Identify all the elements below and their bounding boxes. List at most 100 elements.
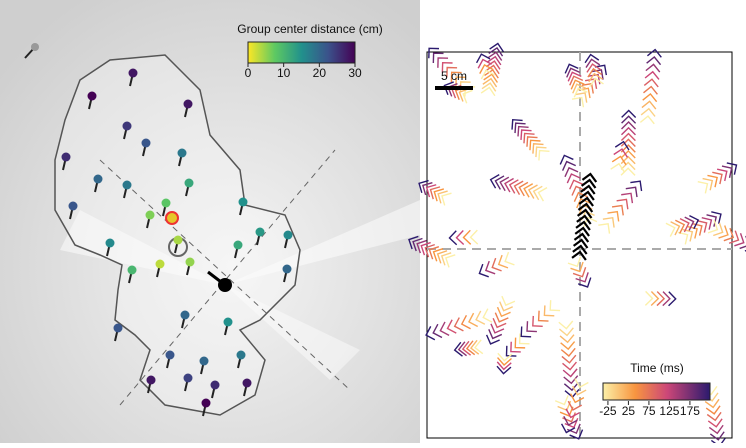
chevron — [429, 186, 441, 200]
video-frame — [0, 0, 420, 443]
chevron — [428, 246, 440, 260]
light-ray — [60, 210, 225, 285]
chevron — [668, 291, 677, 307]
colorbar-tick-label: 125 — [659, 404, 679, 418]
chevron — [665, 222, 676, 237]
fish — [233, 240, 243, 250]
chevron — [721, 165, 733, 178]
chevron — [485, 334, 500, 345]
chevron — [581, 172, 598, 183]
chevron — [497, 254, 509, 269]
chevron — [492, 317, 507, 329]
chevron — [477, 58, 492, 69]
chevron — [572, 238, 589, 249]
chevron — [696, 219, 708, 233]
chevron — [572, 267, 587, 278]
chevron — [712, 171, 723, 185]
chevron — [494, 312, 509, 323]
chevron — [588, 72, 603, 83]
chevron — [437, 190, 448, 204]
chevron — [591, 69, 604, 80]
chevron — [529, 139, 541, 151]
chevron — [460, 315, 471, 330]
chevron — [475, 310, 486, 325]
group-outline — [54, 54, 301, 416]
chevron — [457, 341, 467, 357]
chevron — [420, 241, 431, 256]
chevron — [602, 216, 615, 228]
chevron — [577, 202, 594, 213]
chevron — [577, 277, 592, 288]
chevron — [446, 319, 457, 334]
chevron — [610, 162, 625, 173]
chevron — [478, 263, 489, 278]
chevron — [640, 107, 656, 117]
colorbar-tick-label: 25 — [622, 404, 636, 418]
chevron — [564, 63, 579, 74]
chevron — [549, 300, 561, 312]
chevron — [587, 67, 603, 78]
chevron — [575, 272, 589, 283]
chevron — [705, 405, 721, 415]
chevron — [422, 181, 433, 196]
chevron — [491, 257, 502, 272]
chevron — [514, 337, 526, 349]
fish — [183, 99, 193, 109]
fish — [201, 398, 211, 408]
chevron — [441, 61, 453, 73]
chevron — [558, 327, 574, 337]
chevron — [563, 382, 579, 392]
chevron — [511, 118, 523, 130]
chevron — [484, 260, 496, 275]
chevron — [713, 222, 724, 237]
chevron — [586, 63, 602, 73]
chevron — [656, 291, 666, 307]
chevron — [689, 214, 700, 230]
chevron — [496, 365, 512, 375]
chevron — [523, 132, 535, 144]
chevron — [576, 208, 593, 219]
chevron — [537, 310, 549, 322]
fish — [173, 235, 183, 245]
chevron — [620, 144, 636, 153]
chevron — [630, 180, 643, 192]
chevron — [468, 312, 479, 328]
chevron — [455, 230, 465, 246]
chevron — [496, 361, 512, 371]
chevron — [679, 218, 690, 233]
chevron — [650, 290, 660, 306]
chevron — [684, 216, 695, 231]
chevron — [569, 179, 584, 190]
chevron — [621, 121, 637, 130]
chevron — [572, 385, 587, 396]
chevron — [505, 345, 517, 357]
chevron — [425, 326, 436, 341]
chevron — [520, 129, 532, 140]
chevron — [499, 301, 513, 312]
fish — [31, 43, 39, 51]
chevron — [567, 400, 583, 411]
chevron — [543, 305, 555, 317]
chevron — [642, 92, 658, 103]
chevron — [440, 252, 452, 266]
chevron — [450, 71, 462, 83]
chevron — [573, 87, 588, 98]
chevron — [453, 341, 463, 357]
chevron — [620, 126, 636, 136]
chevron — [621, 115, 637, 124]
chevron — [487, 51, 503, 61]
chevron — [709, 431, 725, 441]
fish — [145, 210, 155, 220]
chevron — [565, 408, 580, 419]
chevron — [613, 148, 629, 158]
chevron — [589, 77, 604, 88]
fish — [113, 323, 123, 333]
chevron — [513, 180, 524, 195]
predator — [218, 278, 232, 292]
chevron — [462, 89, 473, 104]
chevron — [432, 52, 444, 64]
colorbar-tick-label: 75 — [642, 404, 656, 418]
chevron — [416, 239, 427, 254]
fish — [122, 180, 132, 190]
chevron — [482, 77, 498, 88]
